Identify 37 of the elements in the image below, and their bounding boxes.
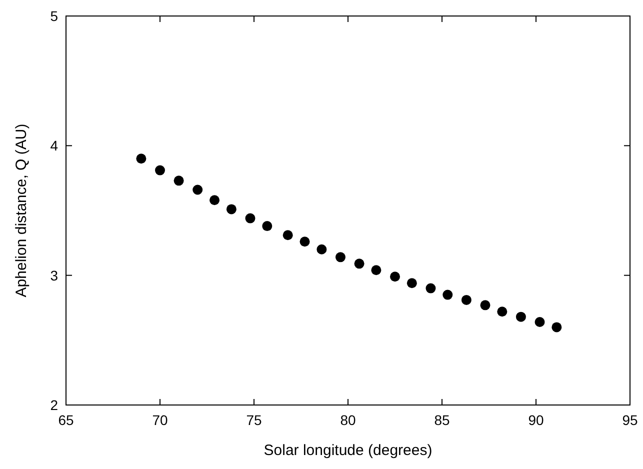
x-tick-label: 90 — [528, 412, 544, 428]
point — [426, 283, 436, 294]
point — [497, 306, 508, 317]
x-tick-label: 85 — [434, 412, 450, 428]
point — [226, 204, 236, 214]
x-tick-label: 70 — [152, 412, 168, 428]
point — [136, 154, 146, 164]
point — [354, 258, 364, 269]
point — [480, 300, 490, 310]
y-tick-label: 2 — [50, 397, 58, 413]
point — [390, 272, 400, 282]
point — [406, 278, 417, 288]
y-axis-title: Aphelion distance, Q (AU) — [13, 124, 30, 298]
x-tick-label: 80 — [340, 412, 356, 428]
point — [262, 221, 272, 232]
point — [371, 265, 382, 276]
point — [192, 184, 203, 195]
point — [316, 244, 327, 254]
point — [245, 213, 256, 224]
y-tick-label: 3 — [50, 267, 58, 284]
point — [552, 322, 562, 332]
point — [461, 294, 472, 305]
point — [300, 236, 310, 247]
point — [282, 230, 293, 240]
point — [335, 252, 346, 262]
x-tick-label: 65 — [58, 412, 74, 428]
y-tick-label: 5 — [50, 8, 58, 24]
point — [442, 290, 453, 300]
point — [155, 165, 165, 176]
point — [174, 176, 184, 186]
x-tick-label: 75 — [246, 412, 262, 428]
point — [516, 312, 526, 322]
point — [210, 195, 220, 206]
point — [534, 317, 545, 328]
y-tick-label: 4 — [50, 138, 58, 154]
x-axis-title: Solar longitude (degrees) — [264, 442, 432, 459]
x-tick-label: 95 — [622, 412, 638, 428]
